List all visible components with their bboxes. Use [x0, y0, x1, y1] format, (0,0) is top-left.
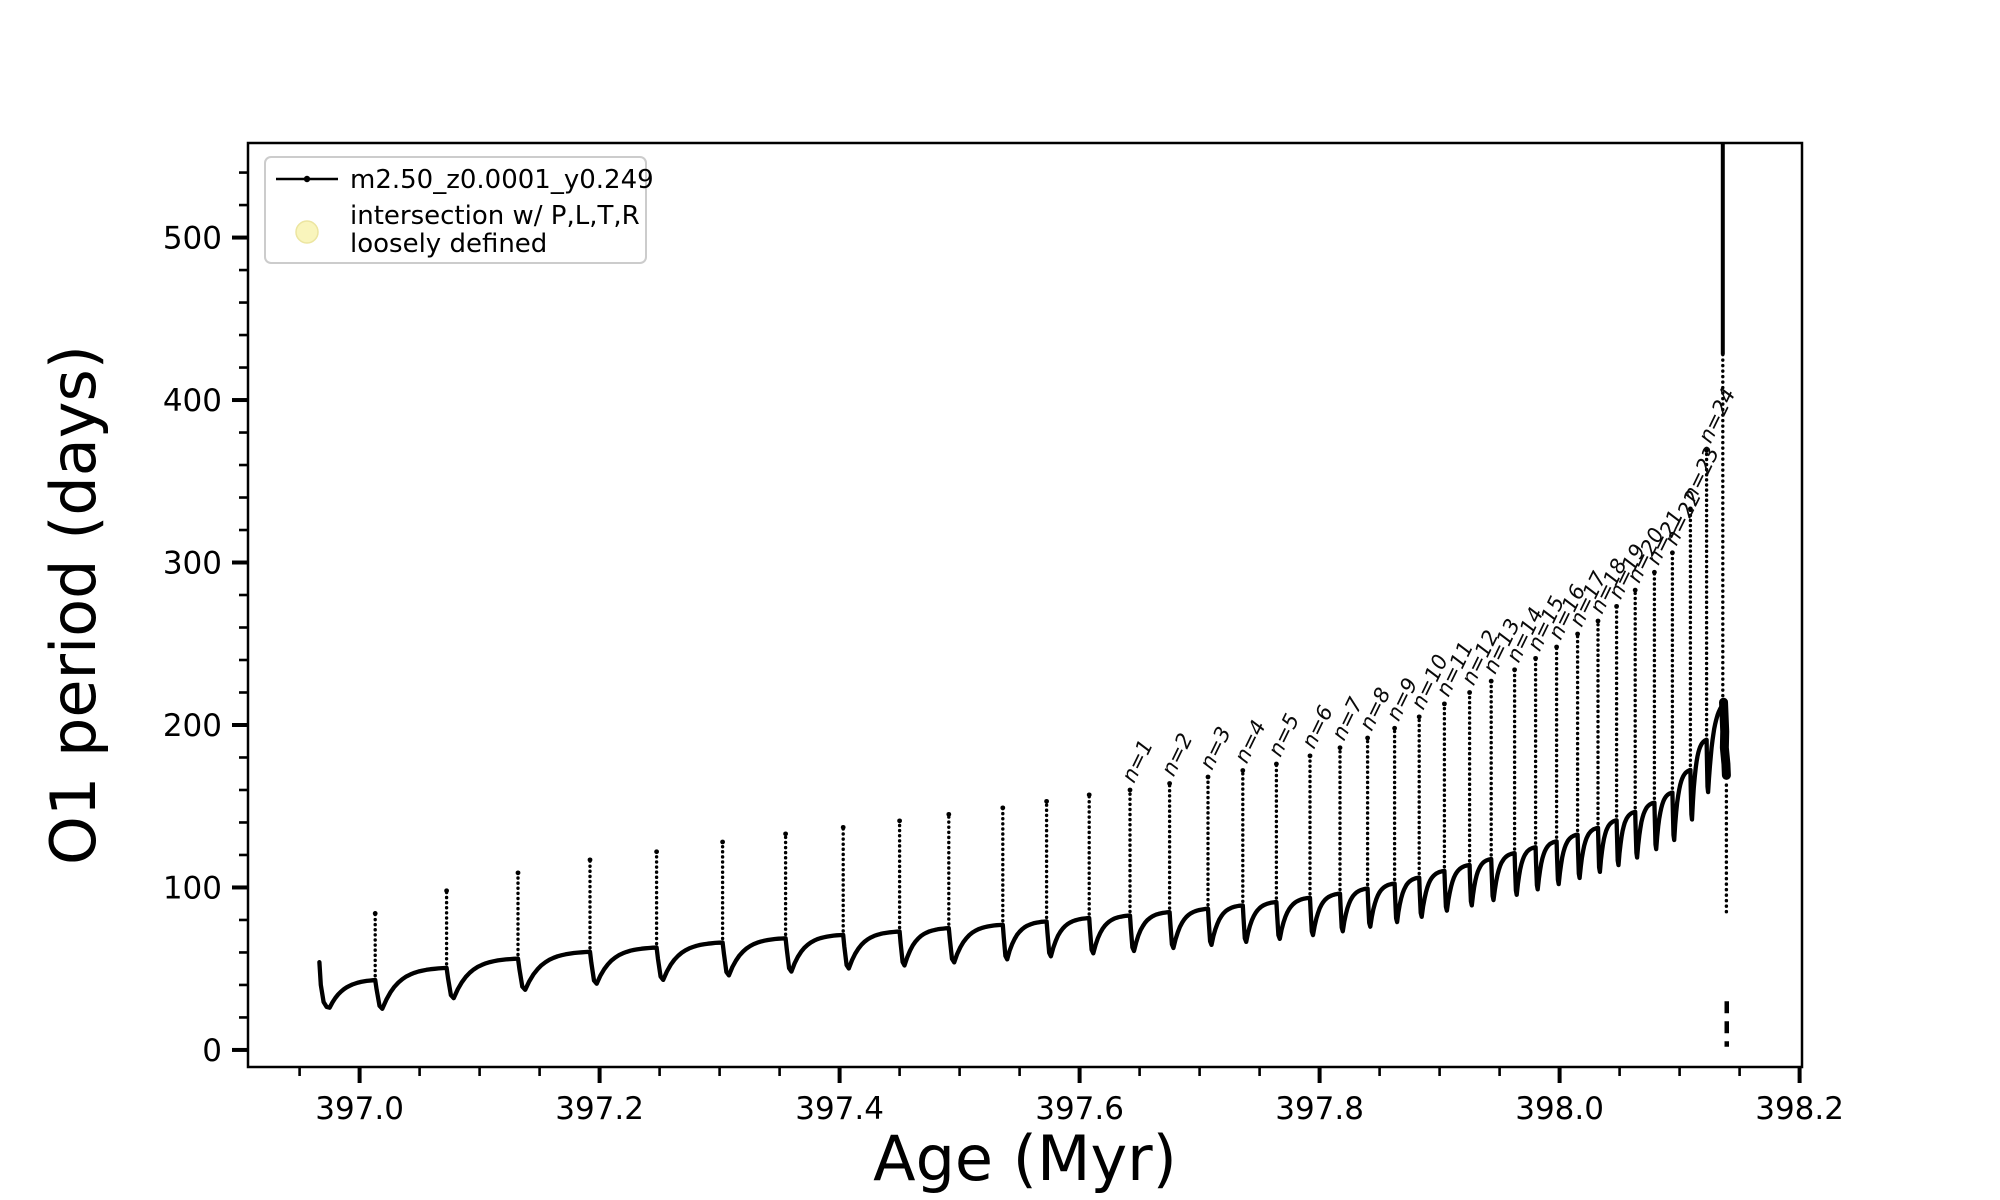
x-axis: 397.0 397.2 397.4 397.6 397.8 398.0 398.2 — [298, 1067, 1844, 1127]
x-tick-label: 398.2 — [1755, 1091, 1844, 1127]
series-line — [317, 703, 1725, 1011]
pulse-spike-tip — [897, 818, 902, 824]
y-tick-label: 0 — [202, 1033, 222, 1069]
y-axis: 0 100 200 300 400 500 — [163, 171, 248, 1069]
pulse-annotation: n=5 — [1263, 710, 1304, 760]
pulse-spike-tip — [1670, 550, 1675, 556]
legend-line-marker — [303, 175, 311, 183]
pulse-annotation: n=23 — [1677, 443, 1724, 505]
pulse-spike-tip — [1307, 753, 1313, 759]
pulse-spike-tip — [1467, 690, 1472, 695]
y-tick-label: 400 — [163, 383, 222, 419]
y-tick-label: 100 — [163, 870, 222, 906]
legend-label-series: m2.50_z0.0001_y0.249 — [350, 165, 654, 195]
legend-box — [264, 156, 647, 264]
pulse-annotation: n=1 — [1117, 736, 1158, 786]
pulse-spike-tip — [946, 811, 952, 817]
y-tick-label: 200 — [163, 708, 222, 744]
series — [317, 143, 1731, 1047]
pulse-spike-tip — [1554, 644, 1559, 650]
pulse-spike-tip — [1575, 631, 1580, 637]
pulse-spike-tip — [1652, 569, 1657, 575]
pulse-spike-tip — [1167, 781, 1172, 786]
legend-circle-marker — [295, 220, 319, 244]
pulse-spike-tip — [515, 870, 521, 876]
y-axis-label: O1 period (days) — [37, 345, 110, 865]
pulse-spike-tip — [1488, 678, 1494, 684]
pulse-spike-tip — [1044, 798, 1049, 804]
pulse-spike-tip — [783, 831, 788, 837]
pulse-spike-tip — [1632, 587, 1638, 593]
pulse-spike-tip — [654, 849, 659, 855]
pulse-spike-tip — [1205, 774, 1211, 780]
pulse-spike-tip — [1704, 448, 1709, 453]
pulse-spike-tip — [1274, 761, 1279, 767]
pulse-spike-tip — [1533, 655, 1538, 661]
pulse-spike-tip — [1416, 714, 1422, 720]
pulse-annotation: n=3 — [1195, 723, 1236, 773]
x-tick-label: 397.6 — [1035, 1091, 1124, 1127]
pulse-annotation: n=2 — [1157, 729, 1198, 779]
pulse-spike-tip — [1365, 735, 1370, 741]
legend-label-intersection-1: intersection w/ P,L,T,R — [350, 201, 640, 231]
pulse-spike-tip — [1127, 787, 1133, 793]
pulse-spike-tip — [1442, 701, 1447, 707]
pulse-spike-tip — [444, 888, 449, 894]
legend: m2.50_z0.0001_y0.249 intersection w/ P,L,… — [264, 156, 654, 264]
pulse-spike-tip — [1614, 603, 1619, 609]
pulse-annotation: n=4 — [1230, 716, 1271, 766]
pulse-spike-tip — [1337, 745, 1343, 751]
x-tick-label: 397.0 — [315, 1091, 404, 1127]
pulse-spike-tip — [1086, 792, 1092, 798]
x-tick-label: 398.0 — [1515, 1091, 1604, 1127]
y-tick-label: 300 — [163, 546, 222, 582]
pulse-spike-tip — [1512, 667, 1517, 673]
pulse-spike-tip — [1392, 725, 1397, 731]
pulse-spike-tip — [1000, 805, 1006, 811]
pulse-spike-tip — [840, 824, 846, 830]
legend-label-intersection-2: loosely defined — [350, 229, 547, 259]
x-tick-label: 397.2 — [555, 1091, 644, 1127]
pulse-spike-tip — [587, 857, 593, 863]
x-tick-label: 397.4 — [795, 1091, 884, 1127]
axes-frame — [246, 141, 1804, 1069]
pulse-spike-tip — [1688, 506, 1693, 512]
y-tick-label: 500 — [163, 221, 222, 257]
x-axis-label: Age (Myr) — [873, 1122, 1177, 1195]
annotations: n=1n=2n=3n=4n=5n=6n=7n=8n=9n=10n=11n=12n… — [1117, 384, 1740, 786]
pulse-spike-tip — [720, 839, 725, 845]
pulse-annotation: n=24 — [1694, 384, 1741, 446]
pulse-spike-tip — [1240, 768, 1246, 773]
pulse-spike-tip — [372, 911, 378, 916]
x-tick-label: 397.8 — [1275, 1091, 1364, 1127]
plot-frame — [246, 141, 1804, 1069]
collapse-blob — [1719, 697, 1731, 780]
pulse-spike-tip — [1595, 618, 1601, 624]
